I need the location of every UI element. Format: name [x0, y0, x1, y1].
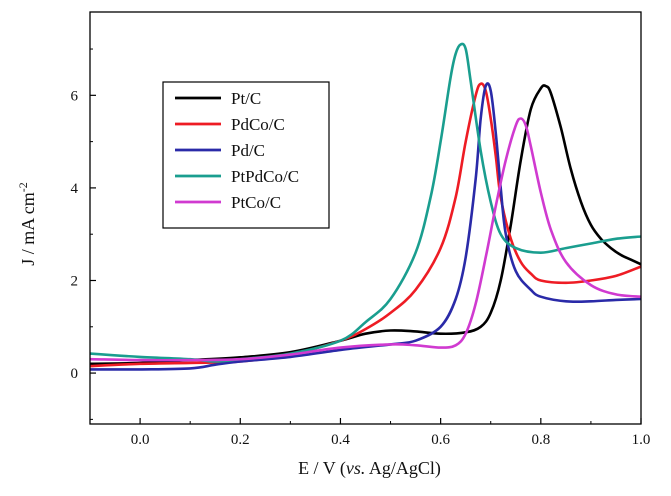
y-tick-label: 6 [71, 88, 79, 104]
legend-label: PtCo/C [231, 193, 281, 212]
x-tick-label: 0.6 [431, 432, 450, 448]
legend-label: Pd/C [231, 141, 265, 160]
tick-layer: 0.0 0.2 0.4 0.6 0.8 1.0 0 2 4 6 [71, 48, 651, 448]
x-tick-label: 0.0 [131, 432, 150, 448]
legend-label: Pt/C [231, 89, 261, 108]
legend: Pt/C PdCo/C Pd/C PtPdCo/C PtCo/C [162, 81, 330, 229]
plot-frame [89, 11, 642, 425]
x-tick-label: 0.4 [331, 432, 350, 448]
x-tick-label: 1.0 [632, 432, 651, 448]
x-axis-title: E / V (vs. Ag/AgCl) [298, 458, 441, 479]
x-axis-title-suffix: Ag/AgCl) [365, 458, 441, 479]
series-line-5 [90, 117, 641, 362]
legend-box [162, 81, 330, 229]
series-layer [90, 42, 641, 371]
legend-label: PdCo/C [231, 115, 285, 134]
x-tick-label: 0.8 [531, 432, 550, 448]
y-axis-title-superscript: -2 [16, 182, 30, 192]
y-tick-label: 2 [71, 273, 79, 289]
x-tick-label: 0.2 [231, 432, 250, 448]
x-axis-title-italic: vs. [346, 458, 366, 478]
series-line-3 [90, 82, 641, 371]
y-axis-title-main: J / mA cm [18, 192, 38, 266]
y-tick-label: 0 [71, 366, 79, 382]
legend-label: PtPdCo/C [231, 167, 299, 186]
y-tick-label: 4 [71, 181, 79, 197]
y-axis-title: J / mA cm-2 [16, 182, 38, 266]
x-axis-title-prefix: E / V ( [298, 458, 346, 479]
